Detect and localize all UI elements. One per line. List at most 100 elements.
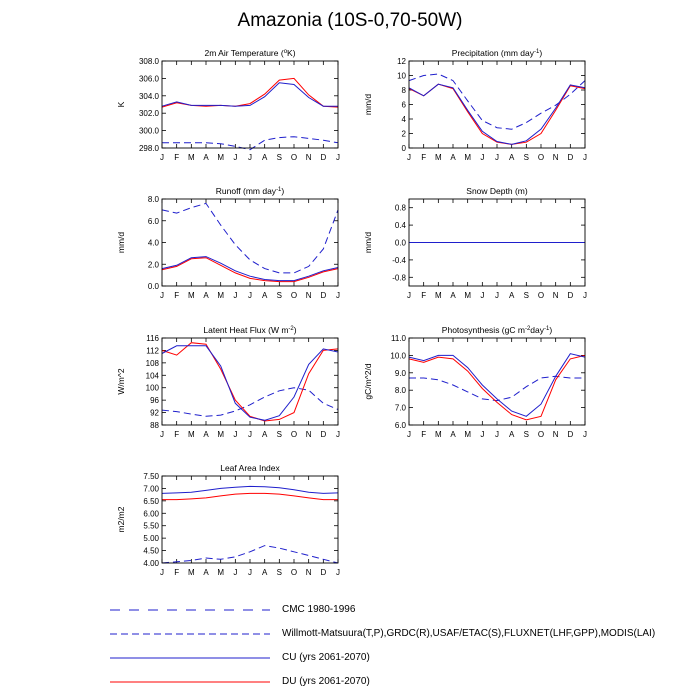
x-tick-label: J xyxy=(336,291,340,300)
series-line-1 xyxy=(161,202,339,274)
x-tick-label: M xyxy=(464,291,471,300)
x-tick-label: F xyxy=(174,291,179,300)
x-tick-label: A xyxy=(509,291,515,300)
y-axis-label: gC/m^2/d xyxy=(363,363,373,399)
x-tick-label: N xyxy=(306,430,312,439)
x-tick-label: J xyxy=(495,153,499,162)
y-tick-label: 2.0 xyxy=(148,260,160,269)
x-tick-label: J xyxy=(336,153,340,162)
plot-frame xyxy=(408,337,586,426)
series-line-2 xyxy=(161,257,339,283)
plot-frame xyxy=(161,337,339,426)
x-tick-label: A xyxy=(450,153,456,162)
x-tick-label: F xyxy=(174,568,179,577)
y-tick-label: 2 xyxy=(402,130,407,139)
y-tick-label: 12 xyxy=(397,57,406,66)
x-tick-label: J xyxy=(480,153,484,162)
x-tick-label: F xyxy=(174,430,179,439)
y-tick-label: 298.0 xyxy=(139,144,160,153)
x-tick-label: S xyxy=(524,291,529,300)
x-tick-label: J xyxy=(160,568,164,577)
y-axis-label: mm/d xyxy=(363,232,373,254)
x-tick-label: M xyxy=(435,153,442,162)
x-tick-label: J xyxy=(407,153,411,162)
x-tick-label: J xyxy=(407,291,411,300)
x-tick-label: J xyxy=(248,568,252,577)
x-tick-label: J xyxy=(233,568,237,577)
series-line-2 xyxy=(408,83,586,145)
x-tick-label: A xyxy=(262,430,268,439)
x-tick-label: A xyxy=(203,153,209,162)
figure-title: Amazonia (10S-0,70-50W) xyxy=(237,10,463,31)
series-line-3 xyxy=(161,82,338,107)
x-tick-label: N xyxy=(553,153,559,162)
y-tick-label: 6.0 xyxy=(395,421,407,430)
x-tick-label: F xyxy=(174,153,179,162)
y-tick-label: 7.0 xyxy=(395,404,407,413)
y-tick-label: 9.0 xyxy=(395,369,407,378)
x-tick-label: D xyxy=(320,568,326,577)
y-tick-label: 104 xyxy=(146,371,160,380)
x-tick-label: N xyxy=(306,291,312,300)
x-tick-label: A xyxy=(262,153,268,162)
x-tick-label: M xyxy=(464,430,471,439)
x-tick-label: F xyxy=(421,291,426,300)
series-line-3 xyxy=(161,256,339,282)
y-tick-label: 96 xyxy=(150,396,159,405)
y-tick-label: 8.0 xyxy=(148,195,160,204)
chart-panel-6: Photosynthesis (gC m-2day-1) gC/m^2/d 6.0 7… xyxy=(363,325,587,439)
series-line-2 xyxy=(162,492,338,501)
y-tick-label: 6.00 xyxy=(143,509,159,518)
x-tick-label: M xyxy=(188,430,195,439)
x-tick-label: D xyxy=(320,153,326,162)
chart-panel-3: Runoff (mm day-1)mm/d0.02.04.06.08.0J F M A… xyxy=(116,186,340,300)
x-tick-label: M xyxy=(435,430,442,439)
x-tick-label: M xyxy=(217,153,224,162)
series-line-2 xyxy=(161,77,339,108)
y-tick-label: 10.0 xyxy=(390,351,406,360)
chart-panel-4: Snow Depth (m)mm/d-0.8-0.40.00.40.8J F M A M… xyxy=(363,186,587,300)
plot-frame xyxy=(408,60,586,149)
x-tick-label: J xyxy=(336,568,340,577)
y-tick-label: 10 xyxy=(397,72,406,81)
x-tick-label: M xyxy=(188,568,195,577)
x-tick-label: J xyxy=(248,430,252,439)
x-tick-label: S xyxy=(277,568,282,577)
y-axis-label: mm/d xyxy=(116,232,126,254)
series-line-1 xyxy=(161,545,339,564)
x-tick-label: J xyxy=(583,291,587,300)
x-tick-label: F xyxy=(421,153,426,162)
x-tick-label: M xyxy=(435,291,442,300)
series-line-3 xyxy=(408,353,586,417)
y-tick-label: 5.50 xyxy=(143,522,159,531)
y-tick-label: 306.0 xyxy=(139,74,160,83)
chart-panel-5: Latent Heat Flux (W m-2) W/m^2 88 92 96 100 10… xyxy=(116,325,340,439)
panel-title: Photosynthesis (gC m-2day-1) xyxy=(442,325,553,335)
series-line-1 xyxy=(409,375,585,402)
y-tick-label: 0.0 xyxy=(395,239,407,248)
y-axis-label: K xyxy=(116,101,126,107)
x-tick-label: J xyxy=(495,430,499,439)
x-tick-label: A xyxy=(203,568,209,577)
y-tick-label: 302.0 xyxy=(139,109,160,118)
legend-label: Willmott-Matsuura(T,P),GRDC(R),USAF/ETAC… xyxy=(282,628,656,639)
y-tick-label: 6 xyxy=(402,101,407,110)
y-tick-label: 7.00 xyxy=(143,484,159,493)
y-tick-label: 8.0 xyxy=(395,386,407,395)
series-line-1 xyxy=(161,387,339,417)
x-tick-label: J xyxy=(336,430,340,439)
x-tick-label: M xyxy=(217,430,224,439)
legend-label: DU (yrs 2061-2070) xyxy=(282,676,370,687)
y-tick-label: 108 xyxy=(146,359,160,368)
legend-label: CMC 1980-1996 xyxy=(282,604,356,615)
x-tick-label: A xyxy=(203,430,209,439)
x-tick-label: M xyxy=(188,291,195,300)
chart-panel-7: Leaf Area Index m2/m2 4.00 4.50 5.00 5.50 6.00… xyxy=(116,463,340,577)
x-tick-label: O xyxy=(291,153,297,162)
x-tick-label: S xyxy=(524,153,529,162)
y-tick-label: 300.0 xyxy=(139,127,160,136)
x-tick-label: J xyxy=(160,153,164,162)
y-tick-label: 4.0 xyxy=(148,239,160,248)
y-tick-label: 0 xyxy=(402,144,407,153)
